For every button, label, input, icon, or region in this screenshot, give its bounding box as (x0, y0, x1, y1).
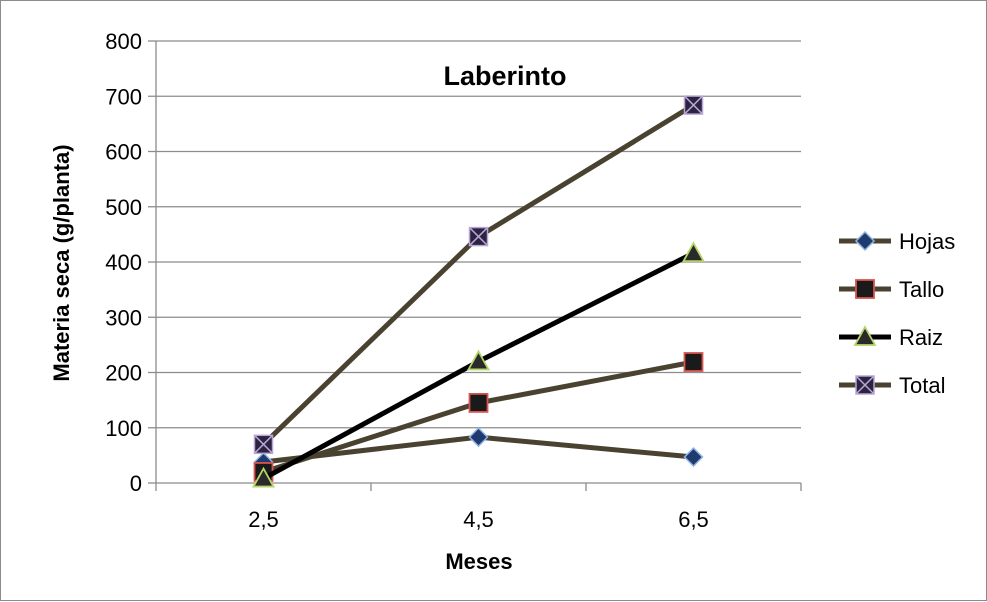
y-tick-label: 600 (105, 140, 142, 165)
series-raiz (251, 241, 706, 488)
legend-marker-tallo (855, 279, 875, 299)
y-tick-label: 200 (105, 361, 142, 386)
legend-item-total: Total (839, 373, 945, 398)
axes: 0 100 200 300 400 500 600 700 800 2,5 4,5 6,5 (105, 29, 802, 532)
y-tick-label: 100 (105, 416, 142, 441)
legend-label-total: Total (899, 373, 945, 398)
legend-item-hojas: Hojas (839, 229, 955, 254)
legend-marker-hojas (854, 230, 876, 252)
data-point-raiz (681, 241, 706, 263)
legend-label-hojas: Hojas (899, 229, 955, 254)
x-tick-label: 2,5 (248, 507, 279, 532)
legend-item-raiz: Raiz (839, 325, 943, 350)
legend-marker-total (855, 375, 875, 395)
legend: Hojas Tallo Raiz Total (839, 229, 955, 398)
series-total (253, 95, 704, 455)
data-point-hojas (468, 427, 489, 448)
data-point-total (468, 226, 489, 247)
x-axis-title: Meses (445, 549, 512, 574)
legend-marker-raiz (853, 325, 877, 346)
data-point-raiz (466, 349, 491, 371)
data-point-total (683, 95, 704, 115)
x-tick-label: 4,5 (463, 507, 494, 532)
legend-item-tallo: Tallo (839, 277, 944, 302)
y-tick-label: 0 (130, 471, 142, 496)
y-tick-label: 400 (105, 250, 142, 275)
y-tick-label: 300 (105, 305, 142, 330)
series-layer (251, 95, 706, 488)
data-point-raiz (251, 466, 276, 488)
legend-label-raiz: Raiz (899, 325, 943, 350)
data-point-tallo (468, 392, 489, 413)
y-tick-label: 500 (105, 195, 142, 220)
y-tick-label: 700 (105, 84, 142, 109)
x-tick-label: 6,5 (678, 507, 709, 532)
y-tick-label: 800 (105, 29, 142, 54)
series-tallo (253, 352, 704, 482)
data-point-hojas (683, 446, 704, 468)
data-point-total (253, 434, 274, 455)
y-axis-title: Materia seca (g/planta) (49, 144, 74, 381)
gridlines (156, 40, 801, 429)
chart-title: Laberinto (443, 61, 566, 91)
legend-label-tallo: Tallo (899, 277, 944, 302)
data-point-tallo (683, 352, 704, 372)
